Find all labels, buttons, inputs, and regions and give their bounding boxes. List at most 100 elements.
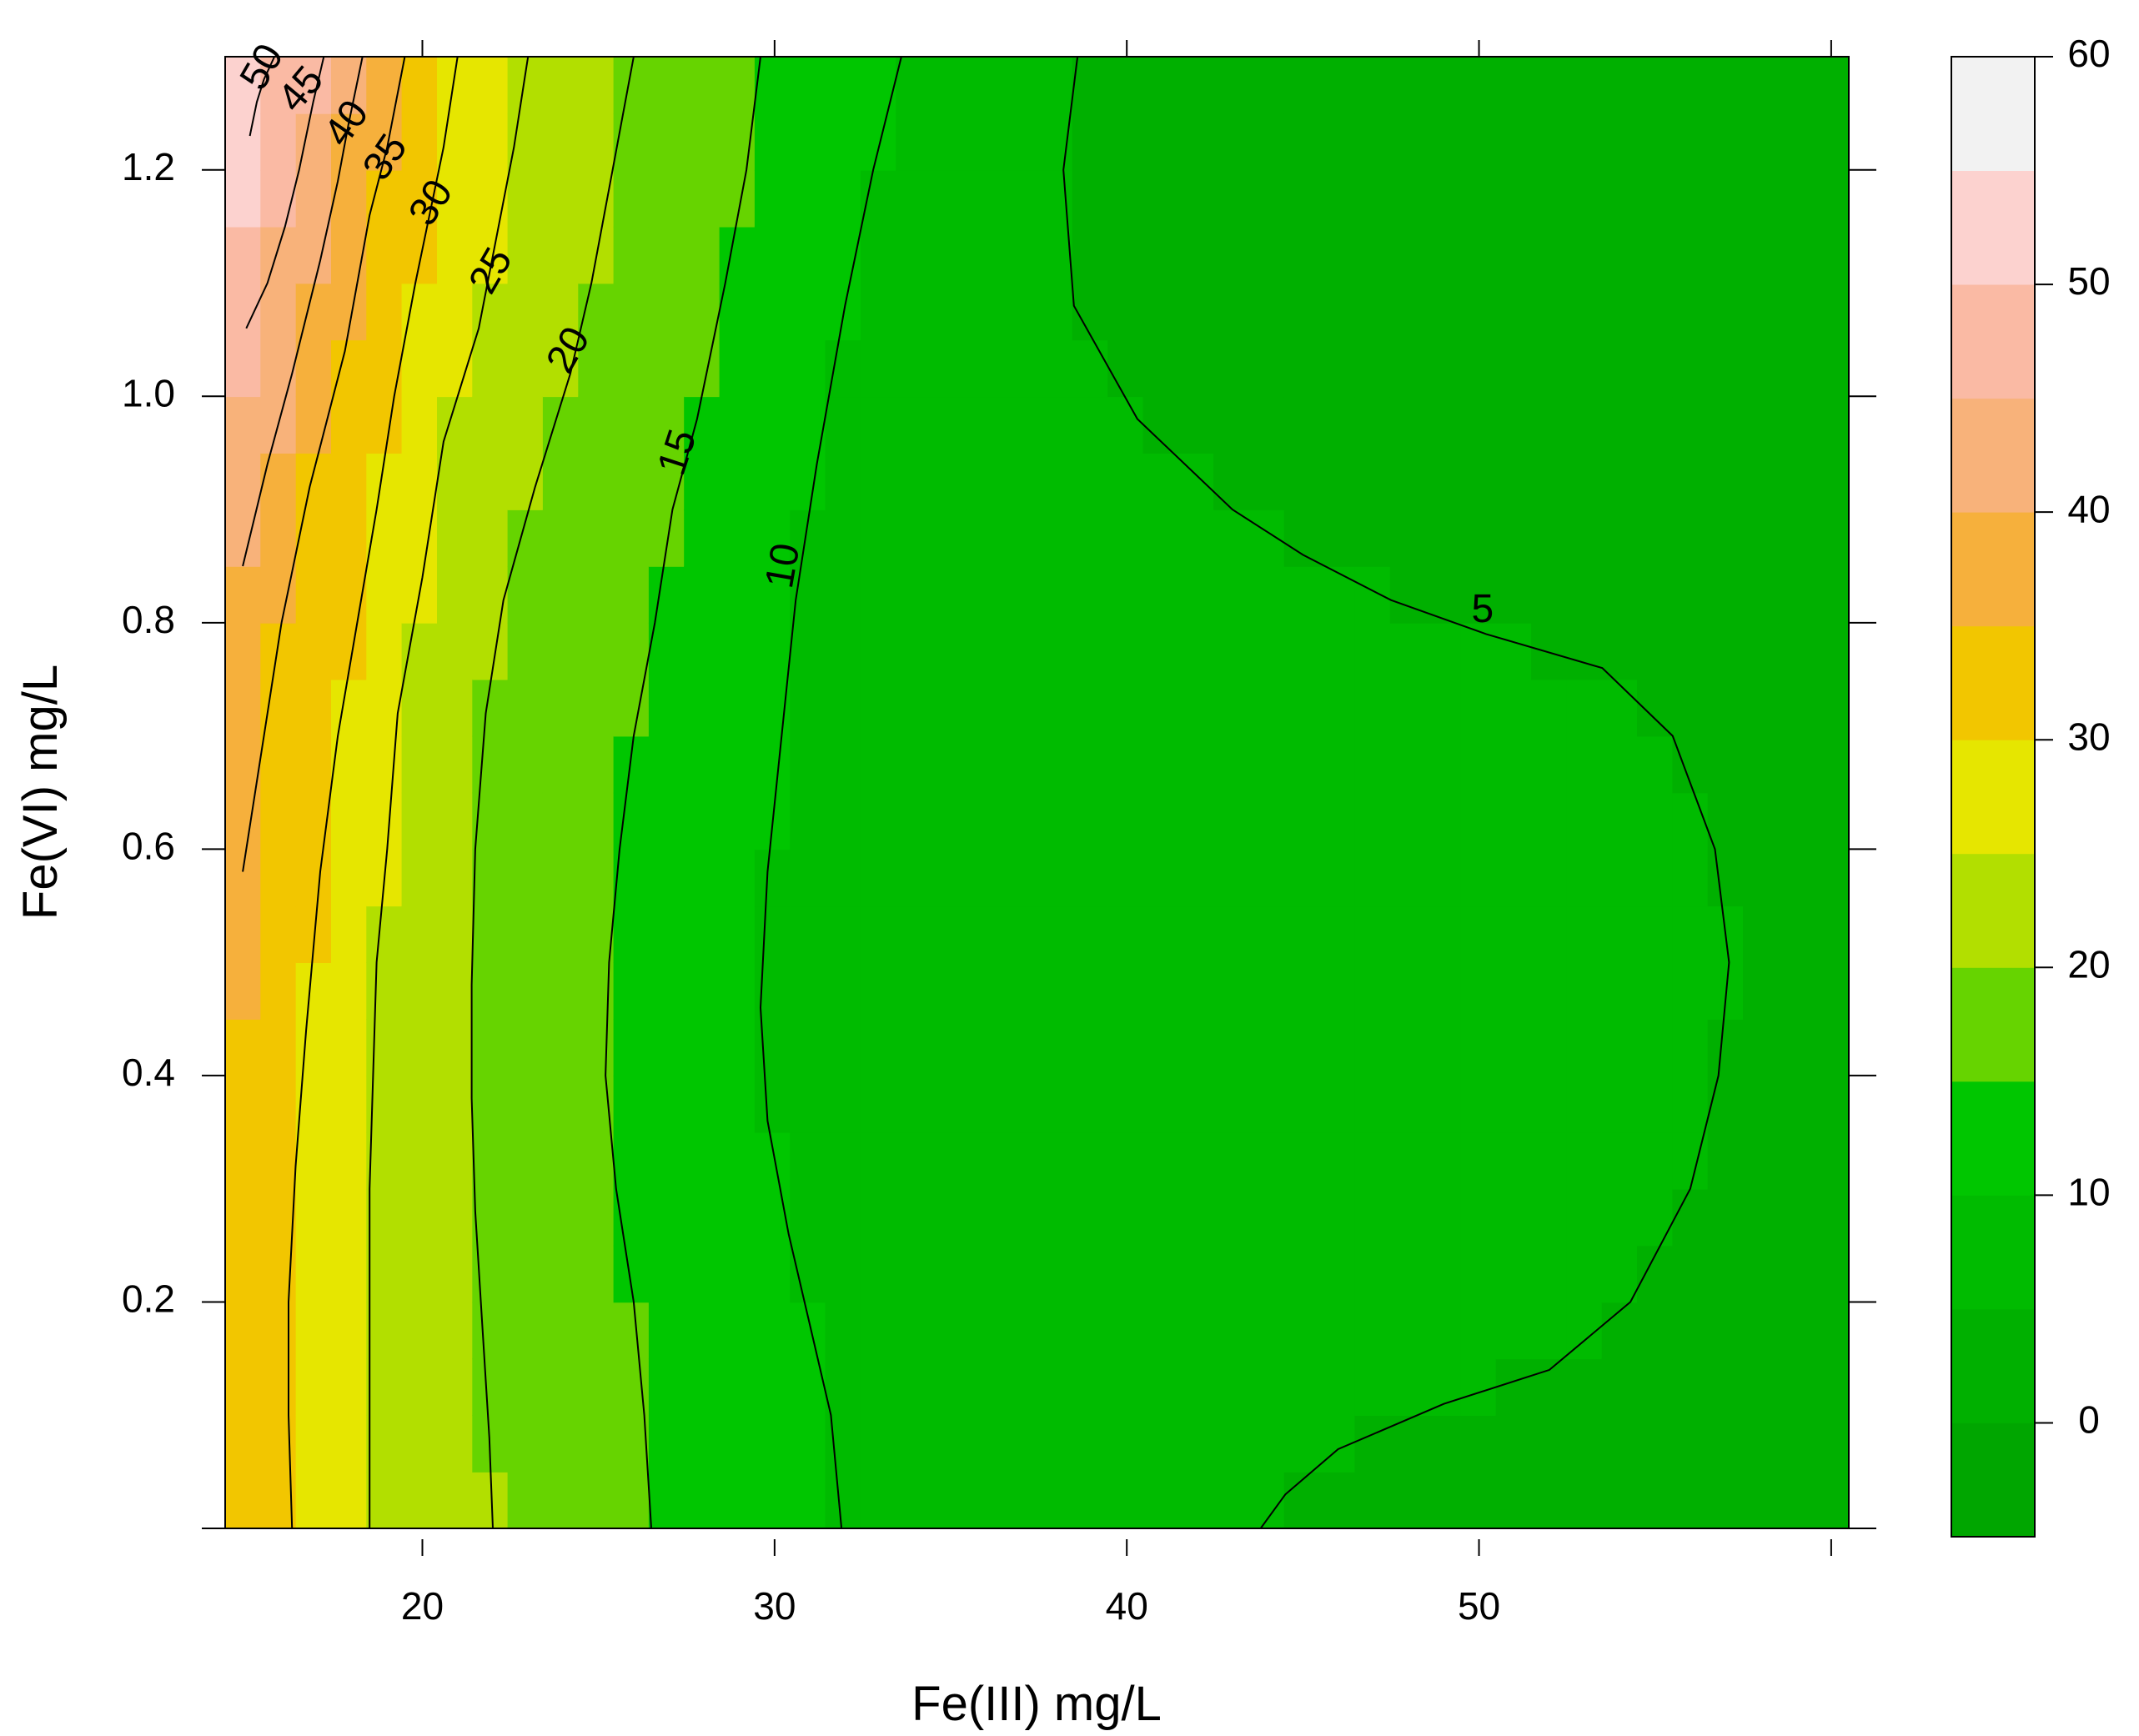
fill-cell (1778, 1188, 1815, 1247)
fill-cell (225, 226, 262, 284)
fill-cell (578, 169, 615, 228)
fill-cell (1601, 849, 1638, 907)
fill-cell (507, 962, 544, 1020)
fill-cell (507, 622, 544, 680)
fill-cell (1354, 622, 1391, 680)
fill-cell (1072, 735, 1108, 794)
fill-cell (1248, 226, 1285, 284)
fill-cell (684, 57, 721, 114)
fill-cell (507, 226, 544, 284)
fill-cell (648, 906, 685, 963)
fill-cell (1213, 849, 1250, 907)
fill-cell (860, 1188, 896, 1247)
fill-cell (1177, 622, 1214, 680)
fill-cell (578, 509, 615, 567)
fill-cell (684, 849, 721, 907)
fill-cell (1177, 453, 1214, 510)
fill-cell (1213, 1245, 1250, 1303)
fill-cell (860, 57, 896, 114)
fill-cell (1107, 679, 1144, 737)
fill-cell (260, 1019, 297, 1076)
fill-cell (542, 906, 579, 963)
fill-cell (931, 283, 967, 341)
fill-cell (1778, 1019, 1815, 1076)
fill-cell (1037, 226, 1073, 284)
fill-cell (754, 906, 791, 963)
fill-cell (966, 1472, 1002, 1528)
fill-cell (542, 735, 579, 794)
fill-cell (1707, 339, 1744, 398)
fill-cell (1531, 453, 1568, 510)
fill-cell (1283, 1358, 1320, 1416)
fill-cell (966, 113, 1002, 171)
fill-cell (1637, 566, 1674, 624)
fill-cell (1601, 113, 1638, 171)
fill-cell (1672, 226, 1709, 284)
fill-cell (1142, 1472, 1179, 1528)
fill-cell (260, 57, 297, 114)
fill-cell (1707, 57, 1744, 114)
fill-cell (542, 1019, 579, 1076)
fill-cell (1319, 1245, 1356, 1303)
fill-cell (1142, 1302, 1179, 1360)
fill-cell (507, 169, 544, 228)
fill-cell (1248, 169, 1285, 228)
fill-cell (719, 1358, 756, 1416)
fill-cell (1460, 1358, 1497, 1416)
fill-cell (1743, 1075, 1780, 1133)
fill-cell (825, 169, 861, 228)
fill-cell (1142, 509, 1179, 567)
fill-cell (1566, 679, 1603, 737)
fill-cell (1495, 339, 1532, 398)
fill-cell (1743, 226, 1780, 284)
fill-cell (684, 792, 721, 850)
fill-cell (896, 169, 932, 228)
fill-cell (1778, 1245, 1815, 1303)
fill-cell (1425, 1131, 1462, 1190)
fill-cell (225, 1131, 262, 1190)
fill-cell (1637, 622, 1674, 680)
fill-cell (507, 113, 544, 171)
fill-cell (1601, 226, 1638, 284)
fill-cell (790, 1302, 826, 1360)
fill-cell (1637, 509, 1674, 567)
fill-cell (1672, 396, 1709, 454)
fill-cell (1354, 1131, 1391, 1190)
fill-cell (1177, 1019, 1214, 1076)
fill-cell (1319, 1131, 1356, 1190)
fill-cell (825, 1075, 861, 1133)
fill-cell (719, 566, 756, 624)
fill-cell (1248, 679, 1285, 737)
fill-cell (225, 1019, 262, 1076)
colorbar-band (1951, 1195, 2035, 1310)
fill-cell (1531, 962, 1568, 1020)
fill-cell (1354, 339, 1391, 398)
fill-cell (719, 1415, 756, 1473)
fill-cell (1707, 1245, 1744, 1303)
fill-cell (1319, 1472, 1356, 1528)
fill-cell (472, 1358, 509, 1416)
fill-cell (648, 735, 685, 794)
fill-cell (754, 113, 791, 171)
fill-cell (225, 453, 262, 510)
fill-cell (1778, 453, 1815, 510)
fill-cell (719, 1302, 756, 1360)
fill-cell (1743, 283, 1780, 341)
fill-cell (684, 1415, 721, 1473)
fill-cell (331, 1131, 368, 1190)
fill-cell (1460, 57, 1497, 114)
fill-cell (1566, 1245, 1603, 1303)
fill-cell (754, 1075, 791, 1133)
fill-cell (1566, 226, 1603, 284)
fill-cell (1248, 906, 1285, 963)
fill-cell (860, 1415, 896, 1473)
fill-cell (1248, 792, 1285, 850)
fill-cell (1354, 1358, 1391, 1416)
fill-cell (1425, 169, 1462, 228)
fill-cell (260, 113, 297, 171)
fill-cell (1107, 792, 1144, 850)
fill-cell (896, 849, 932, 907)
fill-cell (684, 1245, 721, 1303)
fill-cell (1002, 1245, 1038, 1303)
fill-cell (1142, 1131, 1179, 1190)
